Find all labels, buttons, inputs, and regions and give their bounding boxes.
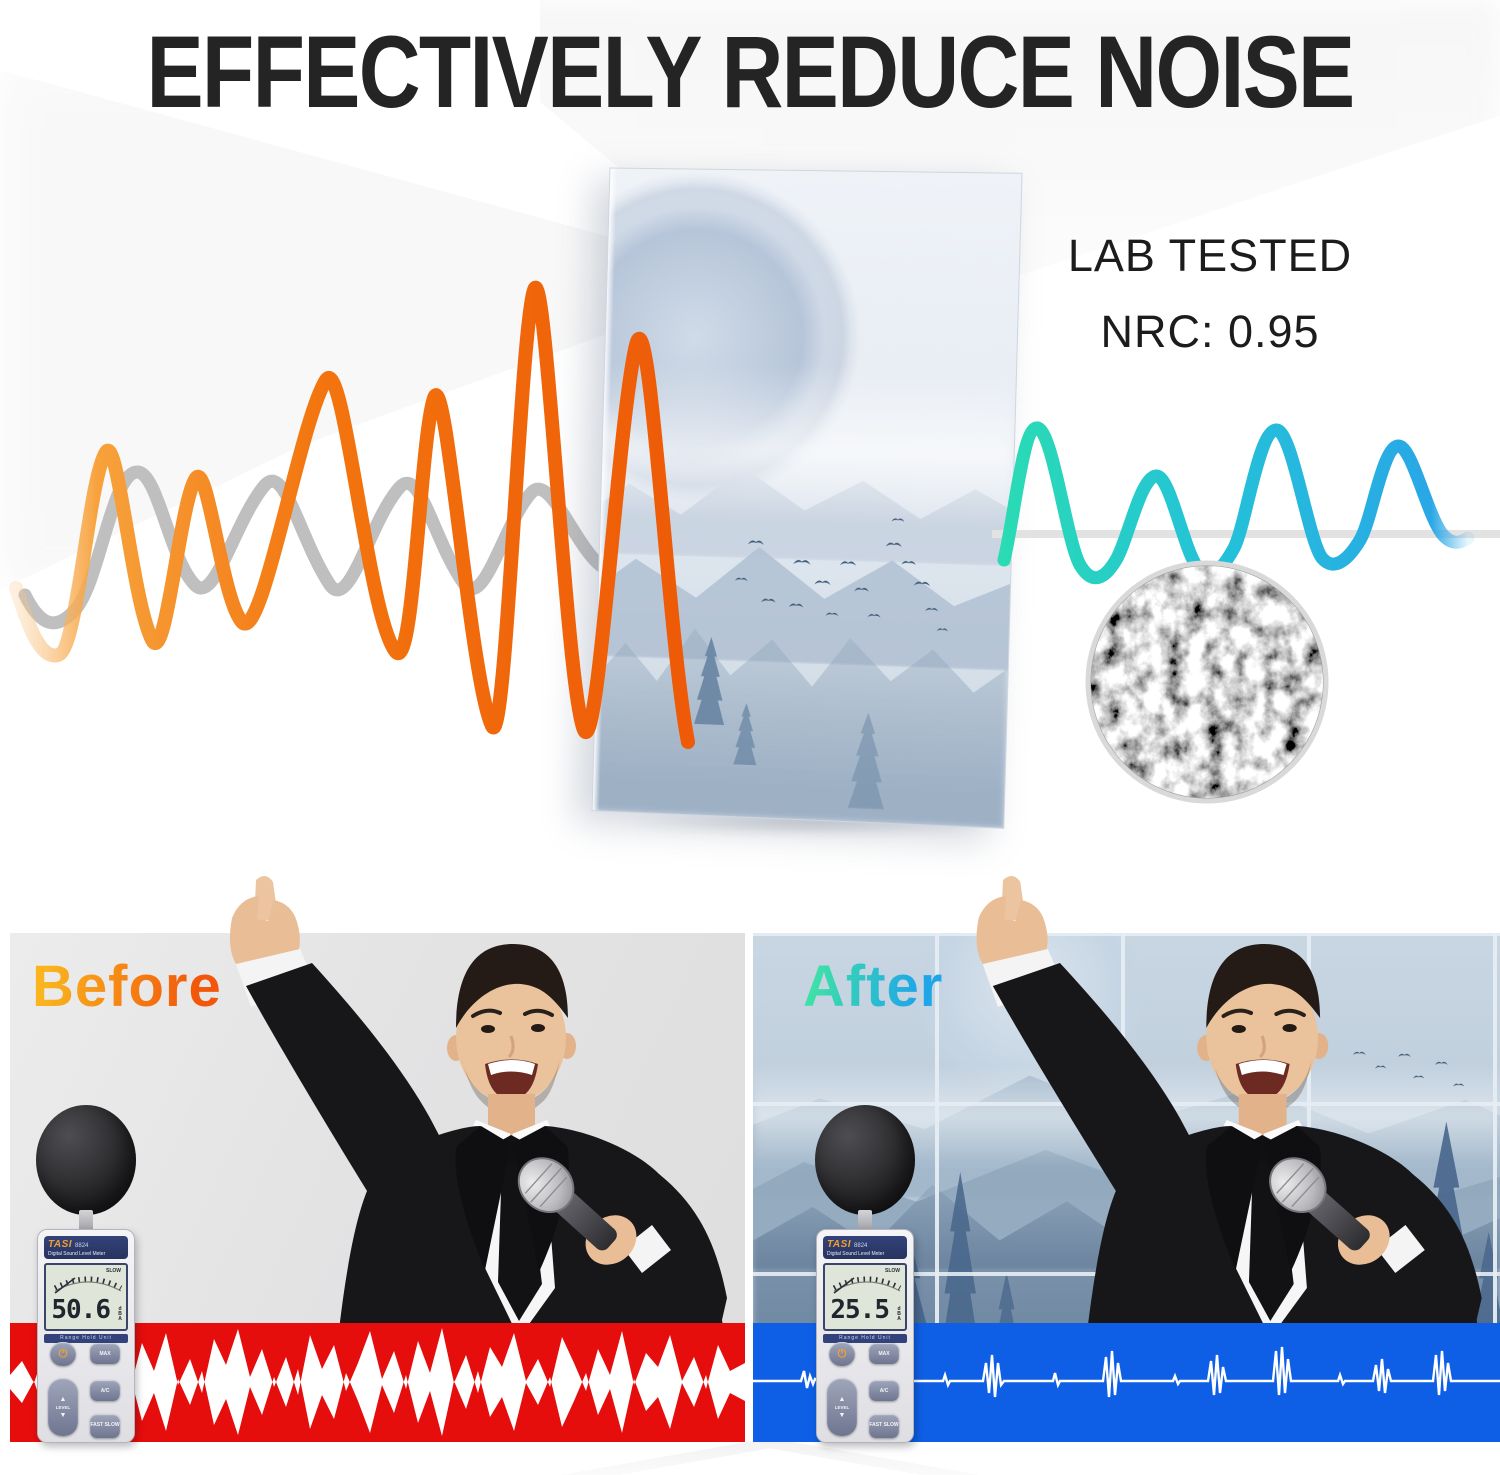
after-label: After	[803, 954, 944, 1019]
power-button-icon: ⏻	[829, 1342, 855, 1366]
before-label: Before	[32, 954, 222, 1019]
down-arrow-icon: ▼	[838, 1411, 846, 1419]
before-photo: TASI 8824 Digital Sound Level Meter SLOW…	[10, 875, 745, 1443]
fast-slow-button: FAST SLOW	[869, 1414, 899, 1438]
reduced-wave	[997, 421, 1475, 584]
meter-model: 8824	[854, 1243, 868, 1249]
sound-level-meter: TASI 8824 Digital Sound Level Meter SLOW…	[37, 1229, 135, 1443]
background-chevron	[560, 1438, 980, 1475]
power-button-icon: ⏻	[50, 1342, 76, 1366]
level-rocker-button: ▲ LEVEL ▼	[827, 1378, 857, 1436]
sound-meter-group: TASI 8824 Digital Sound Level Meter SLOW…	[36, 1105, 136, 1443]
nrc-rating: NRC: 0.95	[1100, 305, 1320, 357]
lcd-analog-scale	[832, 1276, 902, 1294]
lab-tested-text: LAB TESTED NRC: 0.95	[1000, 218, 1420, 369]
up-arrow-icon: ▲	[59, 1395, 67, 1403]
meter-header: TASI 8824 Digital Sound Level Meter	[823, 1236, 907, 1259]
microphone-stem	[79, 1210, 93, 1232]
meter-buttons: ⏻ MAX ▲ LEVEL ▼ A/C FAST SLOW	[38, 1334, 134, 1438]
loud-waveform	[10, 1328, 745, 1436]
meter-header: TASI 8824 Digital Sound Level Meter	[44, 1236, 128, 1259]
level-label: LEVEL	[55, 1404, 71, 1410]
loud-waveform-band	[10, 1323, 745, 1442]
max-button: MAX	[90, 1343, 120, 1364]
meter-brand: TASI	[48, 1239, 73, 1250]
panel-art-birds	[734, 518, 949, 632]
microphone-windscreen	[815, 1105, 915, 1215]
meter-buttons: ⏻ MAX ▲ LEVEL ▼ A/C FAST SLOW	[817, 1334, 913, 1438]
level-rocker-button: ▲ LEVEL ▼	[48, 1378, 78, 1436]
sound-level-meter: TASI 8824 Digital Sound Level Meter SLOW…	[816, 1229, 914, 1443]
microphone-windscreen	[36, 1105, 136, 1215]
singer-figure	[229, 875, 737, 1442]
meter-lcd: SLOW 50.6 dBA	[44, 1263, 128, 1331]
max-button: MAX	[869, 1343, 899, 1364]
meter-lcd: SLOW 25.5 dBA	[823, 1263, 907, 1331]
level-label: LEVEL	[834, 1404, 850, 1410]
down-arrow-icon: ▼	[59, 1411, 67, 1419]
fast-slow-button: FAST SLOW	[90, 1414, 120, 1438]
decibel-reading: 50.6	[51, 1295, 111, 1325]
ac-weighting-button: A/C	[90, 1380, 120, 1401]
meter-product-name: Digital Sound Level Meter	[827, 1251, 885, 1257]
lcd-unit: dBA	[896, 1306, 902, 1321]
acoustic-panel	[591, 167, 1023, 829]
meter-footer-strip: Range Hold Unit	[823, 1334, 907, 1343]
fiber-texture-swatch	[1085, 560, 1329, 804]
meter-product-name: Digital Sound Level Meter	[48, 1251, 106, 1257]
meter-footer-strip: Range Hold Unit	[44, 1334, 128, 1343]
lcd-mode-label: SLOW	[106, 1268, 121, 1274]
ac-weighting-button: A/C	[869, 1380, 899, 1401]
microphone-stem	[858, 1210, 872, 1232]
up-arrow-icon: ▲	[838, 1395, 846, 1403]
meter-brand: TASI	[827, 1239, 852, 1250]
meter-model: 8824	[75, 1243, 89, 1249]
lcd-mode-label: SLOW	[885, 1268, 900, 1274]
sound-meter-group: TASI 8824 Digital Sound Level Meter SLOW…	[815, 1105, 915, 1443]
headline: EFFECTIVELY REDUCE NOISE	[146, 15, 1355, 129]
lcd-unit: dBA	[117, 1306, 123, 1321]
decibel-reading: 25.5	[830, 1295, 890, 1325]
lcd-analog-scale	[53, 1276, 123, 1294]
after-photo: TASI 8824 Digital Sound Level Meter SLOW…	[753, 875, 1500, 1443]
lab-tested-line1: LAB TESTED	[1067, 230, 1353, 281]
